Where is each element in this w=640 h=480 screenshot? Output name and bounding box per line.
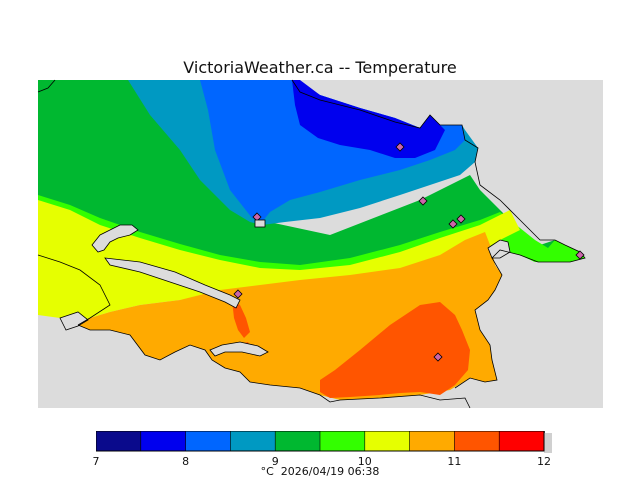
colorbar-tick-label: 7 [92, 455, 100, 468]
colorbar-swatch [140, 431, 187, 452]
upper-bands [128, 80, 478, 225]
colorbar-swatch [454, 431, 500, 452]
station-markers [233, 142, 585, 362]
timestamp-label: 2026/04/19 06:38 [280, 465, 380, 478]
band-8-8.5 [200, 80, 465, 222]
colorbar-swatch [185, 431, 232, 452]
colorbar-tick-label: 12 [537, 455, 551, 468]
band-7.5-8 [292, 80, 445, 158]
unit-label: °C [260, 465, 274, 478]
colorbar-tick-label: 11 [447, 455, 462, 468]
colorbar-shadow [544, 433, 552, 453]
nw-corner-coast [37, 79, 56, 93]
band-11-11.5-west [232, 300, 250, 338]
west-coast [37, 254, 111, 326]
station-marker[interactable] [418, 196, 428, 206]
colorbar-swatch [230, 431, 276, 452]
station-marker[interactable] [233, 289, 243, 299]
colorbar-tick-label: 8 [182, 455, 190, 468]
colorbar-tick-label: 9 [271, 455, 279, 468]
band-11-11.5 [320, 302, 470, 398]
pond [254, 219, 266, 228]
west-cove [59, 311, 89, 331]
colorbar-tick-label: 10 [357, 455, 372, 468]
colorbar-swatch [364, 431, 411, 452]
colorbar-swatch [498, 431, 545, 452]
harbour-inlet [209, 341, 269, 357]
colorbar [96, 431, 552, 453]
station-marker[interactable] [433, 352, 443, 362]
colorbar-swatch [319, 431, 366, 452]
colorbar-frame [96, 431, 545, 452]
saanich-inlet [91, 224, 139, 253]
colorbar-swatch [96, 431, 142, 452]
colorbar-swatch [409, 431, 456, 452]
station-marker[interactable] [448, 219, 458, 229]
band-10-10.5 [38, 200, 520, 328]
water-inlets [59, 224, 511, 357]
station-marker[interactable] [575, 250, 585, 260]
chart-title: VictoriaWeather.ca -- Temperature [183, 58, 457, 77]
east-coast [454, 249, 539, 389]
legend-footer: °C 2026/04/19 06:38 [0, 465, 640, 478]
station-marker[interactable] [456, 214, 466, 224]
colorbar-swatch [274, 431, 321, 452]
station-marker[interactable] [395, 142, 405, 152]
south-coast [77, 324, 471, 409]
inner-inlet [104, 257, 241, 309]
